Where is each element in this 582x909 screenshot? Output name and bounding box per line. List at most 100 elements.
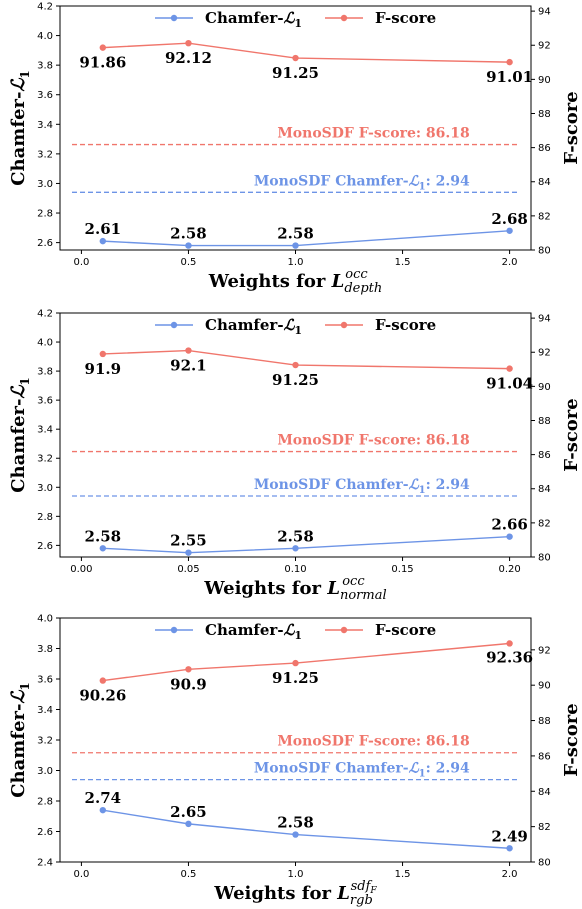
reference-label-fscore: MonoSDF F-score: 86.18 <box>277 126 469 142</box>
y-left-tick-label: 3.2 <box>37 454 53 465</box>
fscore-data-label: 92.36 <box>486 648 533 666</box>
y-left-tick-label: 2.4 <box>37 858 53 869</box>
x-tick-label: 0.0 <box>73 869 89 880</box>
y-right-tick-label: 90 <box>538 382 551 393</box>
chamfer-data-label: 2.61 <box>85 220 122 238</box>
y-left-tick-label: 3.8 <box>37 644 53 655</box>
fscore-data-label: 90.26 <box>79 687 126 705</box>
x-tick-label: 0.5 <box>181 257 197 268</box>
y-left-tick-label: 3.2 <box>37 149 53 160</box>
legend-chamfer-label: Chamfer-ℒ1 <box>205 9 302 30</box>
y-left-tick-label: 2.6 <box>37 541 53 552</box>
y-right-tick-label: 92 <box>538 348 551 359</box>
y-left-tick-label: 3.0 <box>37 483 53 494</box>
y-right-tick-label: 80 <box>538 246 551 257</box>
y-right-tick-label: 90 <box>538 75 551 86</box>
chamfer-point <box>292 545 299 552</box>
y-right-tick-label: 88 <box>538 416 551 427</box>
y-left-tick-label: 3.4 <box>37 705 53 716</box>
y-left-axis-title: Chamfer-ℒ1 <box>8 377 32 493</box>
x-tick-label: 2.0 <box>502 257 518 268</box>
chamfer-data-label: 2.55 <box>170 532 207 550</box>
chamfer-line <box>102 809 510 849</box>
y-right-tick-label: 86 <box>538 143 551 154</box>
y-right-tick-label: 84 <box>538 787 551 798</box>
chamfer-line <box>102 230 510 247</box>
x-axis-title: Weights for Ldepthocc <box>208 267 383 296</box>
chamfer-line <box>102 535 510 554</box>
chamfer-point <box>506 227 513 234</box>
y-right-tick-label: 84 <box>538 177 551 188</box>
x-tick-label: 1.0 <box>288 869 304 880</box>
y-left-axis-title: Chamfer-ℒ1 <box>8 70 32 186</box>
chamfer-point <box>292 831 299 838</box>
fscore-point <box>185 347 192 354</box>
x-tick-label: 0.0 <box>73 257 89 268</box>
y-right-tick-label: 84 <box>538 484 551 495</box>
x-tick-label: 1.5 <box>395 869 411 880</box>
fscore-data-label: 92.12 <box>165 49 212 67</box>
x-tick-label: 2.0 <box>502 869 518 880</box>
chamfer-data-label: 2.58 <box>277 225 314 243</box>
legend-fscore-marker <box>340 14 348 22</box>
chamfer-data-label: 2.66 <box>491 516 528 534</box>
legend-fscore-label: F-score <box>375 621 436 639</box>
fscore-data-label: 91.25 <box>272 64 319 82</box>
y-right-tick-label: 86 <box>538 751 551 762</box>
legend: Chamfer-ℒ1 F-score <box>155 9 436 30</box>
fscore-line <box>102 349 510 370</box>
legend-chamfer-marker <box>170 14 178 22</box>
y-left-tick-label: 2.6 <box>37 827 53 838</box>
y-left-tick-label: 3.6 <box>37 90 53 101</box>
y-left-tick-label: 2.8 <box>37 797 53 808</box>
legend-chamfer-label: Chamfer-ℒ1 <box>205 621 302 642</box>
y-left-tick-label: 2.8 <box>37 512 53 523</box>
fscore-data-label: 91.25 <box>272 371 319 389</box>
y-left-tick-label: 3.8 <box>37 367 53 378</box>
chamfer-data-label: 2.49 <box>491 827 528 845</box>
fscore-data-label: 91.25 <box>272 669 319 687</box>
y-left-tick-label: 2.8 <box>37 209 53 220</box>
y-right-tick-label: 80 <box>538 858 551 869</box>
chamfer-data-label: 2.58 <box>85 527 122 545</box>
chart-panel-3: 0.0 0.5 1.0 1.5 2.0 2.4 2.6 2.8 3.0 3.2 3.4 3.6 3.8 4… <box>8 614 582 909</box>
legend-fscore-label: F-score <box>375 316 436 334</box>
x-tick-label: 1.0 <box>288 257 304 268</box>
legend: Chamfer-ℒ1 F-score <box>155 621 436 642</box>
fscore-point <box>292 54 299 62</box>
y-right-tick-label: 92 <box>538 645 551 656</box>
y-right-tick-label: 86 <box>538 450 551 461</box>
legend-chamfer-marker <box>170 321 178 329</box>
fscore-point <box>99 677 107 684</box>
fscore-point <box>506 58 513 66</box>
chart-panel-2: 0.00 0.05 0.10 0.15 0.20 2.6 2.8 3.0 3.2 3.4 3.6 3.… <box>8 309 582 604</box>
reference-label-chamfer: MonoSDF Chamfer-ℒ1: 2.94 <box>254 761 470 780</box>
y-left-tick-label: 3.6 <box>37 396 53 407</box>
chamfer-data-label: 2.74 <box>85 789 122 807</box>
y-left-tick-label: 3.0 <box>37 179 53 190</box>
legend-chamfer-marker <box>170 626 178 634</box>
y-right-tick-label: 94 <box>538 314 551 325</box>
chamfer-point <box>99 806 107 814</box>
x-tick-label: 0.5 <box>181 869 197 880</box>
chamfer-point <box>506 533 513 540</box>
fscore-point <box>292 361 299 369</box>
x-tick-label: 0.10 <box>284 564 306 575</box>
y-right-tick-label: 90 <box>538 681 551 692</box>
y-left-tick-label: 3.2 <box>37 736 53 747</box>
y-right-axis-title: F-score <box>561 398 582 471</box>
fscore-line <box>102 642 510 682</box>
y-right-tick-label: 82 <box>538 518 551 529</box>
legend-fscore-marker <box>340 626 348 634</box>
fscore-data-label: 91.86 <box>79 54 126 72</box>
chamfer-point <box>185 242 192 249</box>
y-left-tick-label: 4.0 <box>37 338 53 349</box>
y-right-tick-label: 80 <box>538 553 551 564</box>
chamfer-data-label: 2.65 <box>170 803 207 821</box>
legend-fscore-label: F-score <box>375 9 436 27</box>
fscore-point <box>185 666 192 673</box>
reference-label-chamfer: MonoSDF Chamfer-ℒ1: 2.94 <box>254 173 470 192</box>
y-left-tick-label: 4.0 <box>37 614 53 625</box>
reference-label-chamfer: MonoSDF Chamfer-ℒ1: 2.94 <box>254 477 470 496</box>
